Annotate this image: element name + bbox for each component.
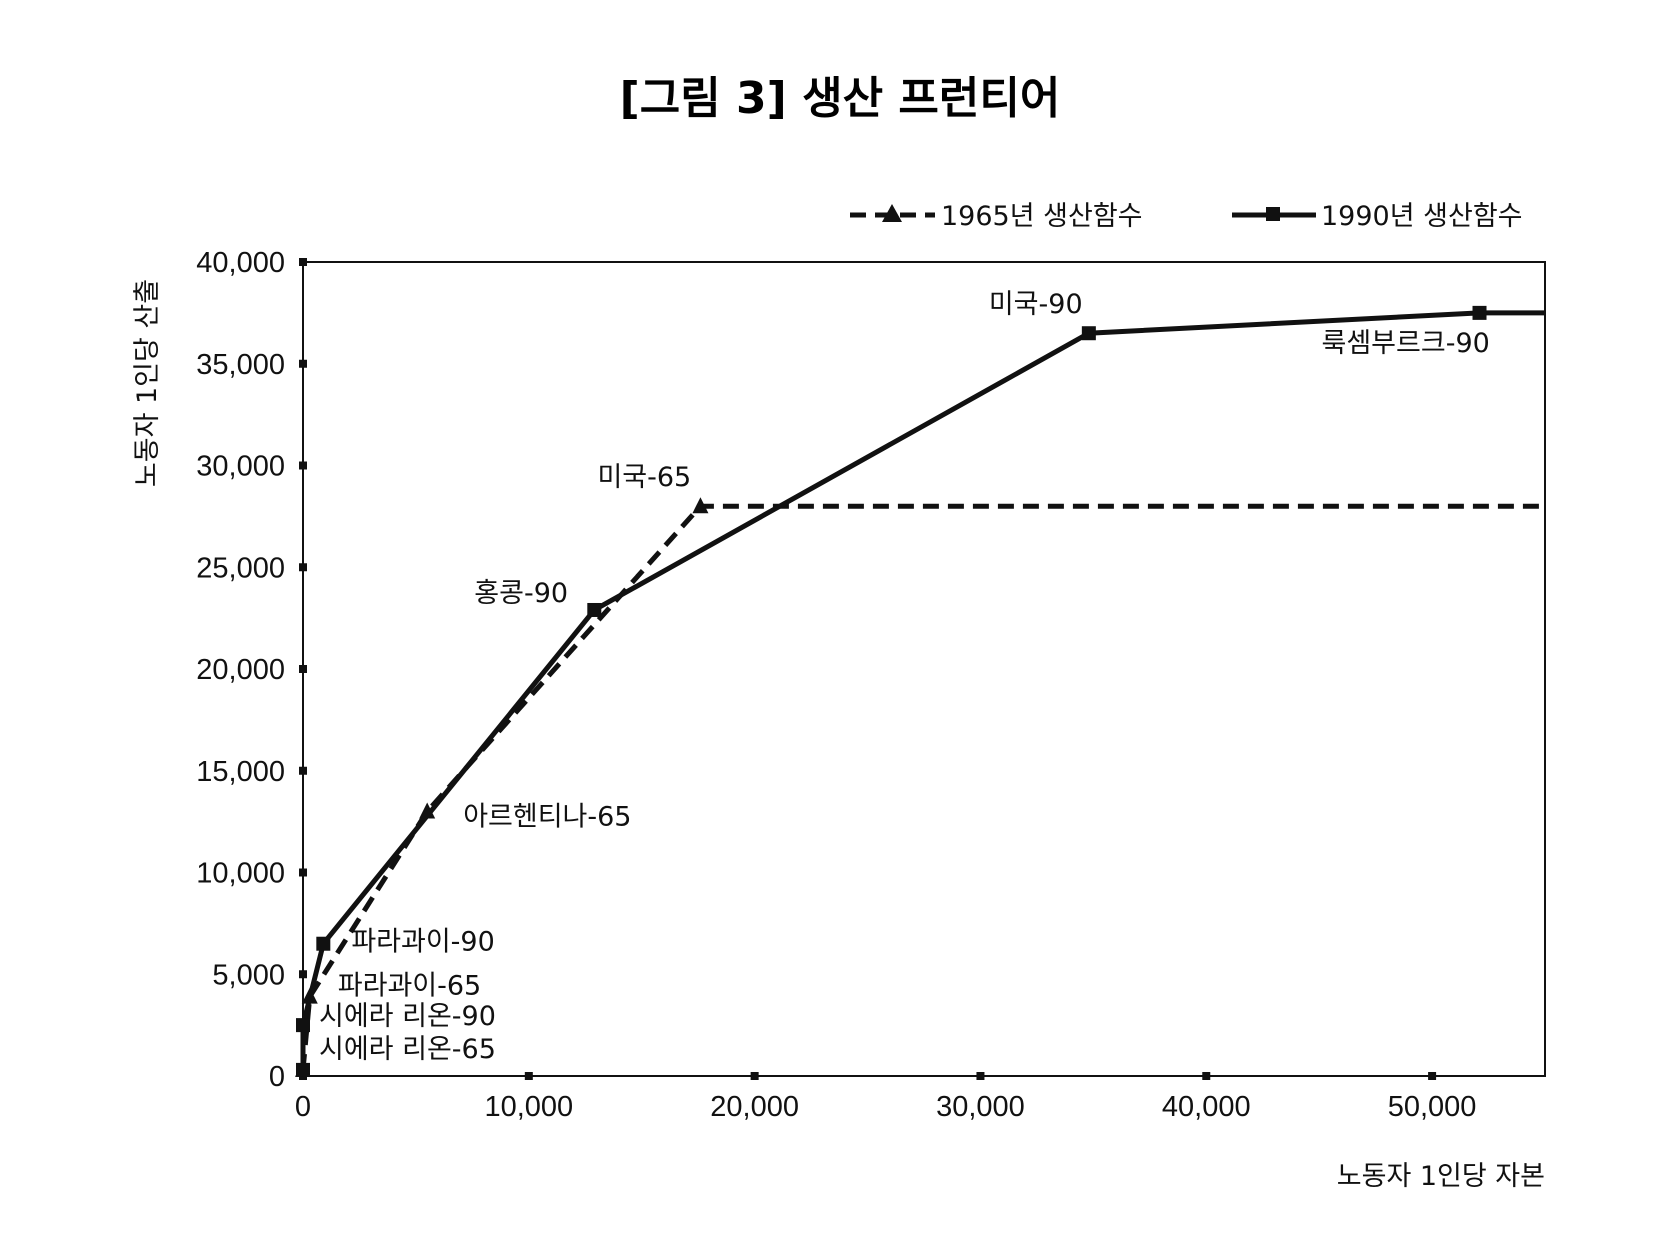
data-point-1990: [296, 1062, 310, 1077]
x-axis-ticks: 0 10,000 20,000 30,000 40,000 50,000: [295, 1072, 1477, 1123]
data-point-1990: [296, 1018, 310, 1033]
x-tick-label: 20,000: [710, 1091, 799, 1123]
y-tick-label: 10,000: [196, 858, 285, 890]
legend-1965-triangle-marker: [882, 204, 902, 222]
y-tick-mark: [299, 359, 307, 368]
y-tick-label: 35,000: [196, 349, 285, 381]
data-point-1990: [587, 602, 602, 617]
y-axis-ticks: 0 5,000 10,000 15,000 20,000 25,000 30,000 35,0…: [196, 247, 307, 1093]
x-tick-mark: [1428, 1072, 1437, 1080]
legend-1990-label: 1990년 생산함수: [1321, 201, 1523, 232]
x-tick-label: 0: [295, 1091, 311, 1123]
point-annotation-label: 미국-65: [597, 462, 691, 493]
legend-1965-label: 1965년 생산함수: [941, 201, 1143, 232]
series-line-1965: [300, 503, 1545, 1071]
y-tick-mark: [299, 868, 307, 877]
y-tick-label: 0: [269, 1061, 285, 1093]
x-tick-label: 40,000: [1162, 1091, 1251, 1123]
y-axis-label: 노동자 1인당 산출: [132, 279, 163, 487]
data-point-1990: [1472, 305, 1487, 320]
data-point-1990: [316, 936, 331, 951]
x-tick-label: 50,000: [1388, 1091, 1477, 1123]
x-tick-mark: [976, 1072, 985, 1080]
point-annotation-label: 시에라 리온-65: [319, 1034, 496, 1065]
y-tick-label: 25,000: [196, 552, 285, 584]
point-annotation-label: 홍콩-90: [474, 578, 568, 609]
y-tick-label: 30,000: [196, 451, 285, 483]
chart-title: [그림 3] 생산 프런티어: [620, 73, 1061, 124]
x-tick-mark: [524, 1072, 533, 1080]
y-tick-mark: [299, 258, 307, 266]
point-annotation-label: 파라과이-65: [338, 971, 481, 1002]
point-annotation-label: 시에라 리온-90: [319, 1001, 496, 1032]
data-point-1965: [692, 497, 709, 514]
y-tick-label: 15,000: [196, 756, 285, 788]
data-point-1990: [1081, 326, 1096, 341]
x-tick-label: 10,000: [484, 1091, 573, 1123]
y-tick-mark: [299, 665, 307, 673]
series-layer: [295, 305, 1545, 1077]
point-annotation-label: 파라과이-90: [351, 927, 494, 958]
x-tick-mark: [1202, 1072, 1211, 1080]
data-point-1965: [301, 987, 318, 1004]
y-tick-mark: [299, 970, 307, 979]
x-tick-label: 30,000: [936, 1091, 1025, 1123]
y-tick-label: 5,000: [212, 959, 285, 991]
point-annotation-label: 아르헨티나-65: [463, 801, 631, 832]
data-point-1965: [419, 802, 436, 819]
legend: 1965년 생산함수 1990년 생산함수: [850, 201, 1523, 232]
y-tick-label: 40,000: [196, 247, 285, 279]
legend-1990-square-marker: [1266, 207, 1280, 221]
y-tick-mark: [299, 563, 307, 572]
point-annotation-label: 미국-90: [989, 289, 1083, 320]
y-tick-mark: [299, 461, 307, 470]
y-tick-label: 20,000: [196, 654, 285, 686]
x-tick-mark: [750, 1072, 759, 1080]
point-annotations: 미국-90 룩셈부르크-90 미국-65 홍콩-90 아르헨티나-65 파라과이-90 파라…: [319, 289, 1490, 1065]
point-annotation-label: 룩셈부르크-90: [1322, 328, 1490, 359]
y-tick-mark: [299, 766, 307, 775]
x-axis-label: 노동자 1인당 자본: [1337, 1161, 1545, 1192]
